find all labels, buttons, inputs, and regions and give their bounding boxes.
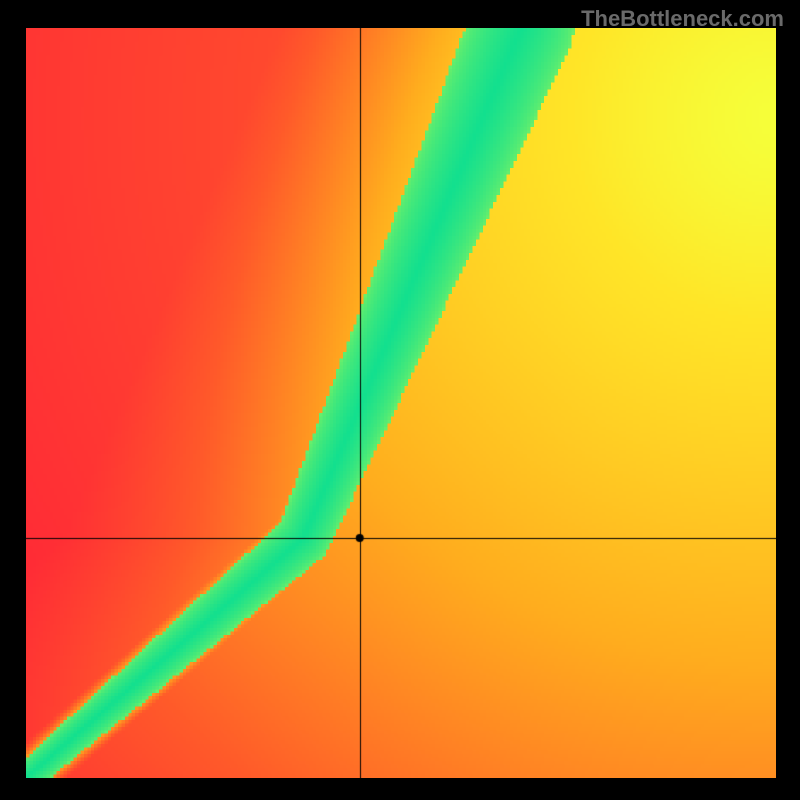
chart-container: TheBottleneck.com [0,0,800,800]
watermark-text: TheBottleneck.com [581,6,784,32]
bottleneck-heatmap [26,28,776,778]
